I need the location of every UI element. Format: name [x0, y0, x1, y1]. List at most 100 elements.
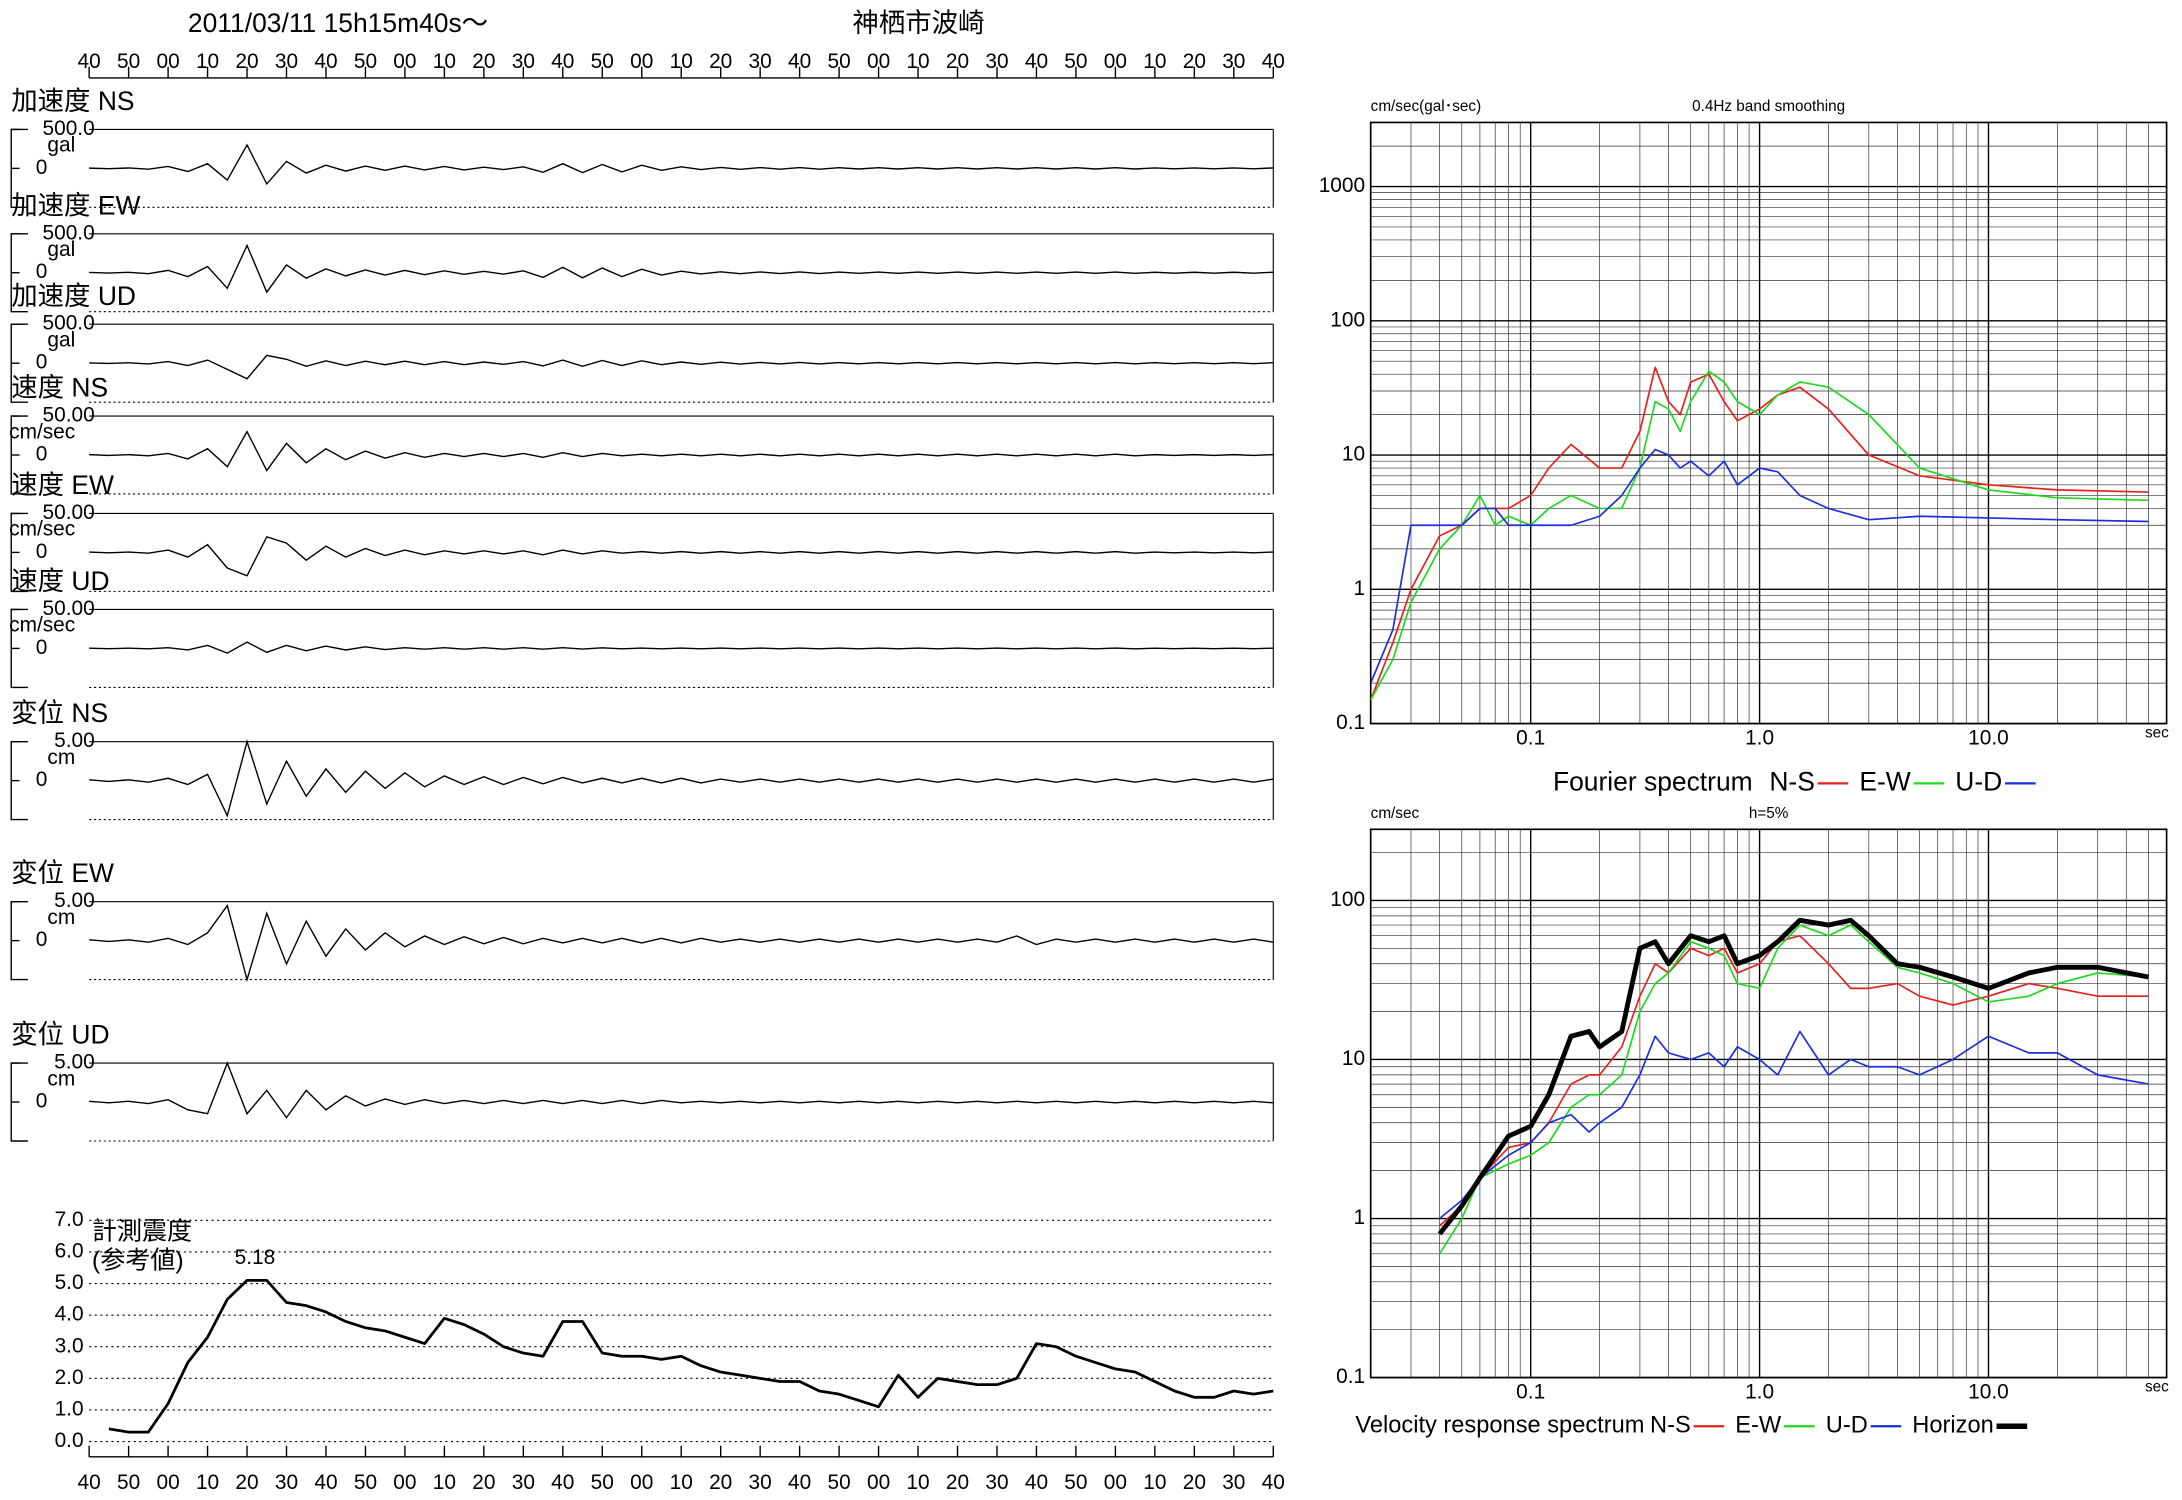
y-tick-label: 5.0 — [55, 1271, 84, 1294]
x-tick-label: 30 — [749, 1471, 772, 1494]
x-tick-label: 10 — [196, 50, 219, 73]
y-tick-label: 3.0 — [55, 1334, 84, 1357]
chart-subtitle: (参考値) — [92, 1247, 184, 1275]
series-line — [1439, 1030, 2149, 1220]
plot-frame — [1369, 828, 2168, 1379]
location: 神栖市波崎 — [852, 8, 984, 38]
y-tick-label: 500.0 — [43, 221, 95, 244]
x-tick-label: 10 — [1143, 1471, 1166, 1494]
x-tick-label: 30 — [1222, 1471, 1245, 1494]
y-tick-label: 50.00 — [43, 501, 95, 524]
unit-label: cm — [47, 906, 75, 929]
x-tick-label: 40 — [1025, 50, 1048, 73]
y-tick-label: 10 — [1342, 443, 1365, 466]
x-tick-label: 20 — [1183, 50, 1206, 73]
panel-label: 加速度 NS — [11, 86, 134, 116]
unit-label: gal — [47, 134, 75, 157]
y-axis-label: cm/sec(gal･sec) — [1371, 98, 1481, 115]
x-tick-label: 50 — [354, 50, 377, 73]
x-tick-label: 10 — [670, 1471, 693, 1494]
y-tick-label: 10 — [1342, 1047, 1365, 1070]
x-tick-label: 10 — [433, 1471, 456, 1494]
x-tick-label: 1.0 — [1745, 1380, 1774, 1403]
y-tick-label: 50.00 — [43, 404, 95, 427]
x-tick-label: 50 — [354, 1471, 377, 1494]
x-tick-label: 10 — [906, 50, 929, 73]
unit-label: cm/sec — [9, 518, 75, 541]
unit-label: cm — [47, 746, 75, 769]
x-tick-label: 20 — [709, 50, 732, 73]
panel-label: 変位 NS — [11, 698, 108, 728]
legend-label: Horizon — [1912, 1413, 1993, 1439]
y-tick-label: 500.0 — [43, 117, 95, 140]
x-tick-label: 40 — [314, 1471, 337, 1494]
y-tick-label: 0 — [36, 156, 48, 179]
unit-label: cm/sec — [9, 614, 75, 637]
y-tick-label: 500.0 — [43, 312, 95, 335]
x-tick-label: 50 — [591, 50, 614, 73]
x-tick-label: 0.1 — [1516, 1380, 1545, 1403]
panel-label: 変位 EW — [11, 858, 114, 888]
x-tick-label: 20 — [709, 1471, 732, 1494]
trace — [89, 535, 1274, 577]
legend-title: Fourier spectrum — [1553, 766, 1753, 796]
series-line — [1437, 917, 2149, 1236]
x-tick-label: 00 — [630, 50, 653, 73]
panel-label: 加速度 EW — [11, 190, 140, 220]
x-tick-label: 50 — [1064, 1471, 1087, 1494]
x-tick-label: 20 — [235, 50, 258, 73]
x-tick-label: 40 — [314, 50, 337, 73]
y-tick-label: 0 — [36, 928, 48, 951]
legend-title: Velocity response spectrum — [1355, 1413, 1644, 1439]
x-tick-label: 10 — [433, 50, 456, 73]
x-tick-label: 10 — [670, 50, 693, 73]
y-tick-label: 7.0 — [55, 1208, 84, 1231]
y-tick-label: 0 — [36, 443, 48, 466]
x-tick-label: 50 — [117, 50, 140, 73]
trace — [89, 430, 1274, 472]
series-line — [108, 1278, 1274, 1434]
x-tick-label: 40 — [1262, 1471, 1285, 1494]
x-axis-label: sec — [2145, 1378, 2169, 1395]
x-tick-label: 00 — [630, 1471, 653, 1494]
y-tick-label: 2.0 — [55, 1366, 84, 1389]
x-tick-label: 10 — [1143, 50, 1166, 73]
legend-label: U-D — [1955, 766, 2002, 796]
x-tick-label: 20 — [946, 1471, 969, 1494]
x-tick-label: 20 — [472, 1471, 495, 1494]
x-tick-label: 50 — [591, 1471, 614, 1494]
x-tick-label: 00 — [156, 50, 179, 73]
y-tick-label: 50.00 — [43, 597, 95, 620]
unit-label: gal — [47, 328, 75, 351]
x-tick-label: 40 — [78, 50, 101, 73]
series-line — [1370, 448, 2149, 684]
x-tick-label: 30 — [512, 50, 535, 73]
x-tick-label: 30 — [749, 50, 772, 73]
x-tick-label: 1.0 — [1745, 726, 1774, 749]
x-tick-label: 10.0 — [1968, 726, 2009, 749]
peak-label: 5.18 — [235, 1246, 276, 1269]
y-tick-label: 4.0 — [55, 1303, 84, 1326]
x-tick-label: 40 — [78, 1471, 101, 1494]
panel-label: 速度 UD — [11, 566, 109, 596]
x-tick-label: 20 — [472, 50, 495, 73]
x-tick-label: 00 — [867, 1471, 890, 1494]
legend-label: N-S — [1769, 766, 1815, 796]
y-tick-label: 1 — [1354, 1206, 1366, 1229]
chart-title: 2011/03/11 15h15m40s〜 — [188, 8, 488, 38]
unit-label: cm — [47, 1067, 75, 1090]
panel-label: 速度 NS — [11, 373, 108, 403]
legend-label: E-W — [1859, 766, 1910, 796]
plot-frame — [1369, 121, 2168, 725]
panel-label: 変位 UD — [11, 1020, 109, 1050]
y-tick-label: 0.1 — [1336, 1365, 1365, 1388]
x-tick-label: 50 — [1064, 50, 1087, 73]
x-tick-label: 00 — [1104, 50, 1127, 73]
trace — [89, 143, 1274, 186]
x-tick-label: 00 — [1104, 1471, 1127, 1494]
y-tick-label: 6.0 — [55, 1239, 84, 1262]
y-tick-label: 1 — [1354, 577, 1366, 600]
y-tick-label: 0 — [36, 1090, 48, 1113]
